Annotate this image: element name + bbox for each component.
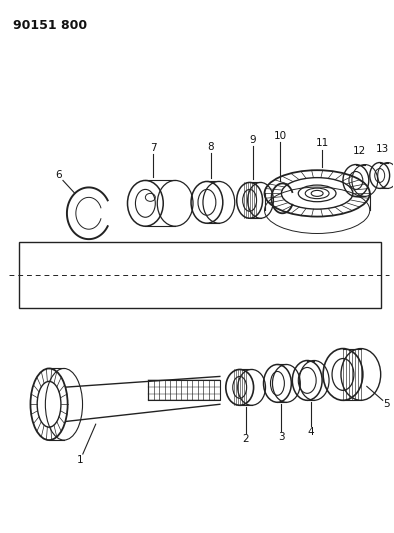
Text: 8: 8	[208, 142, 214, 151]
Text: 10: 10	[274, 131, 287, 141]
Text: 2: 2	[242, 434, 249, 444]
Bar	[19, 242, 381, 308]
Text: 12: 12	[353, 146, 366, 156]
Text: 7: 7	[150, 143, 157, 152]
Bar	[149, 381, 220, 400]
Text: 5: 5	[383, 399, 390, 409]
Text: 13: 13	[376, 143, 389, 154]
Text: 3: 3	[278, 432, 285, 442]
Text: 9: 9	[249, 135, 256, 144]
Text: 11: 11	[316, 139, 329, 148]
Text: 6: 6	[56, 171, 62, 181]
Text: 90151 800: 90151 800	[13, 19, 87, 33]
Text: 4: 4	[308, 427, 314, 437]
Text: 1: 1	[76, 455, 83, 465]
